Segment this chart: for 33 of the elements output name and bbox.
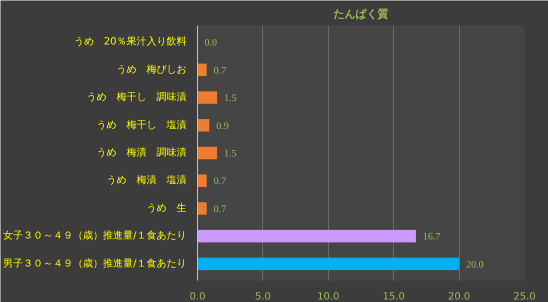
y-tick-label: うめ 20％果汁入り飲料 bbox=[74, 36, 187, 48]
bar bbox=[198, 146, 218, 160]
x-tick-label: 20.0 bbox=[448, 292, 470, 302]
bar bbox=[198, 119, 210, 132]
data-label: 0.7 bbox=[214, 65, 226, 76]
y-tick-label: うめ 生 bbox=[146, 202, 186, 214]
y-tick-label: うめ 梅漬 調味漬 bbox=[96, 146, 186, 158]
data-label: 0.7 bbox=[214, 176, 226, 188]
data-label: 1.5 bbox=[224, 148, 237, 160]
y-tick-label: うめ 梅漬 塩漬 bbox=[106, 174, 186, 186]
x-tick-label: 10.0 bbox=[317, 292, 340, 302]
y-tick-label: うめ 梅びしお bbox=[116, 63, 186, 76]
y-tick-label: 男子３０～４９（歳）推進量/１食あたり bbox=[3, 257, 187, 270]
y-tick-label: うめ 梅干し 調味漬 bbox=[86, 91, 186, 104]
bar bbox=[198, 258, 460, 270]
data-label: 20.0 bbox=[466, 259, 484, 270]
y-tick-label: 女子３０～４９（歳）推進量/１食あたり bbox=[3, 230, 187, 242]
x-tick-label: 15.0 bbox=[382, 292, 405, 302]
y-tick-label: うめ 梅干し 塩漬 bbox=[96, 118, 186, 131]
bar bbox=[198, 230, 416, 242]
x-tick-label: 5.0 bbox=[254, 292, 271, 302]
data-label: 0.9 bbox=[216, 120, 229, 132]
data-label: 1.5 bbox=[224, 93, 237, 104]
data-label: 0.0 bbox=[204, 38, 217, 49]
x-tick-label: 0.0 bbox=[190, 292, 206, 302]
bar bbox=[198, 174, 207, 187]
chart-title: たんぱく質 bbox=[334, 8, 388, 20]
bar bbox=[198, 91, 218, 104]
data-label: 16.7 bbox=[422, 232, 440, 243]
bar bbox=[198, 202, 207, 215]
data-label: 0.7 bbox=[214, 204, 226, 215]
bar bbox=[198, 64, 207, 76]
x-tick-label: 25.0 bbox=[513, 292, 536, 302]
